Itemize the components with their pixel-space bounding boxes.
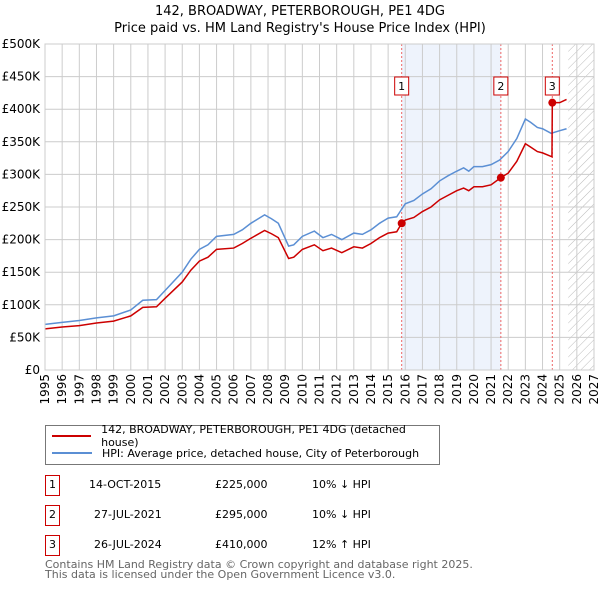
transaction-row: 2 27-JUL-2021 £295,000 10% ↓ HPI	[45, 505, 465, 526]
footer: Contains HM Land Registry data © Crown c…	[45, 558, 473, 581]
x-tick-label: 2018	[433, 374, 447, 405]
y-tick-label: £250K	[2, 200, 42, 214]
transaction-date: 14-OCT-2015	[89, 478, 162, 491]
x-tick-label: 2023	[518, 374, 532, 405]
y-tick-label: £500K	[2, 37, 42, 51]
transaction-row: 1 14-OCT-2015 £225,000 10% ↓ HPI	[45, 475, 465, 496]
sale-point	[548, 98, 557, 107]
sale-label: 1	[398, 80, 405, 93]
marker-badge: 2	[45, 505, 60, 526]
hpi-line	[44, 117, 567, 326]
x-tick-label: 2027	[587, 374, 600, 405]
x-tick-label: 2021	[484, 374, 498, 405]
transaction-price: £295,000	[215, 508, 268, 521]
marker-badge: 1	[45, 475, 60, 496]
y-tick-label: £450K	[2, 70, 42, 84]
x-tick-label: 2024	[536, 374, 550, 405]
footer-line: Contains HM Land Registry data © Crown c…	[45, 558, 473, 571]
transaction-hpi: 12% ↑ HPI	[312, 538, 371, 551]
x-tick-label: 2003	[175, 374, 189, 405]
x-tick-label: 1998	[89, 374, 103, 405]
transaction-row: 3 26-JUL-2024 £410,000 12% ↑ HPI	[45, 535, 465, 556]
x-tick-label: 2011	[313, 374, 327, 405]
x-tick-label: 2001	[141, 374, 155, 405]
x-tick-label: 2017	[415, 374, 429, 405]
chart-subtitle: Price paid vs. HM Land Registry's House …	[114, 21, 486, 36]
x-tick-label: 2006	[227, 374, 241, 405]
y-tick-label: £150K	[2, 265, 42, 279]
y-tick-label: £100K	[2, 298, 42, 312]
marker-badge: 3	[45, 535, 60, 556]
y-tick-label: £50K	[9, 330, 41, 344]
legend-swatch	[52, 435, 92, 437]
sale-point	[496, 173, 505, 182]
chart-title: 142, BROADWAY, PETERBOROUGH, PE1 4DG	[154, 4, 446, 19]
x-tick-label: 2014	[364, 374, 378, 405]
x-tick-label: 1997	[72, 374, 86, 405]
transaction-price: £410,000	[215, 538, 268, 551]
x-tick-label: 1995	[38, 374, 52, 405]
sale-label: 3	[549, 80, 556, 93]
transaction-hpi: 10% ↓ HPI	[312, 508, 371, 521]
plot-border	[44, 43, 595, 371]
x-tick-label: 2019	[450, 374, 464, 405]
legend-swatch	[52, 452, 92, 454]
sale-label-box	[493, 76, 509, 96]
x-tick-label: 2016	[398, 374, 412, 405]
sale-point	[397, 219, 406, 228]
transaction-price: £225,000	[215, 478, 268, 491]
legend-label: 142, BROADWAY, PETERBOROUGH, PE1 4DG (de…	[101, 423, 406, 449]
legend-item-property: 142, BROADWAY, PETERBOROUGH, PE1 4DG (de…	[52, 423, 439, 449]
x-tick-label: 1999	[107, 374, 121, 405]
x-tick-label: 2007	[244, 374, 258, 405]
x-tick-label: 2012	[330, 374, 344, 405]
x-tick-label: 2022	[501, 374, 515, 405]
sale-label-box	[544, 76, 560, 96]
x-tick-label: 2013	[347, 374, 361, 405]
x-tick-label: 2015	[381, 374, 395, 405]
x-tick-label: 2002	[158, 374, 172, 405]
x-tick-label: 2004	[192, 374, 206, 405]
y-tick-label: £300K	[2, 167, 42, 181]
property-price-line	[44, 98, 567, 330]
y-tick-label: £0	[25, 363, 40, 377]
transaction-date: 26-JUL-2024	[94, 538, 162, 551]
x-tick-label: 2000	[124, 374, 138, 405]
transaction-hpi: 10% ↓ HPI	[312, 478, 371, 491]
x-tick-label: 2020	[467, 374, 481, 405]
legend-label: HPI: Average price, detached house, City…	[102, 446, 420, 460]
sale-label: 2	[497, 80, 504, 93]
x-tick-label: 1996	[55, 374, 69, 405]
y-tick-label: £350K	[2, 135, 42, 149]
x-tick-label: 2009	[278, 374, 292, 405]
y-tick-label: £200K	[2, 233, 42, 247]
x-tick-label: 2008	[261, 374, 275, 405]
legend-item-hpi: HPI: Average price, detached house, City…	[52, 445, 419, 461]
x-tick-label: 2025	[553, 374, 567, 405]
footer-line: This data is licensed under the Open Gov…	[45, 568, 396, 581]
sale-label-box	[394, 76, 410, 96]
legend: 142, BROADWAY, PETERBOROUGH, PE1 4DG (de…	[45, 423, 440, 465]
x-tick-label: 2005	[210, 374, 224, 405]
y-tick-label: £400K	[2, 102, 42, 116]
x-tick-label: 2026	[570, 374, 584, 405]
x-tick-label: 2010	[295, 374, 309, 405]
plot-area: 1995 1996 1997 1998 1999 2000 2001 2002 2003 2004…	[2, 37, 600, 405]
transaction-date: 27-JUL-2021	[94, 508, 162, 521]
